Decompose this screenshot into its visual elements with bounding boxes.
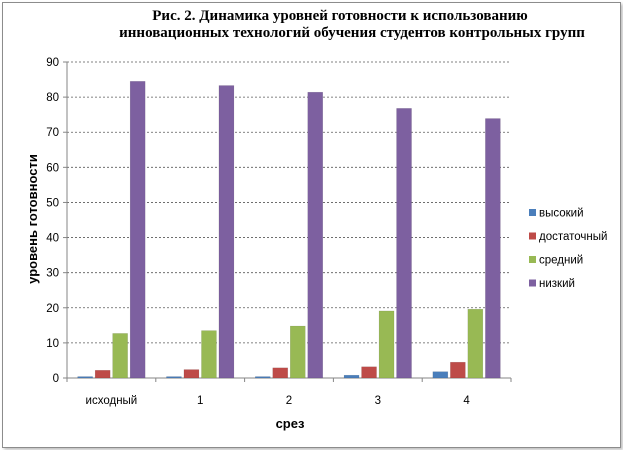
bar-средний-1 (201, 330, 217, 379)
y-tick-label: 30 (46, 268, 59, 280)
y-tick-label: 40 (46, 233, 59, 245)
chart-title-line-2: инновационных технологий обучения студен… (119, 25, 585, 41)
bar-низкий-2 (307, 91, 323, 379)
legend-swatch-низкий (529, 279, 536, 287)
legend-label: достаточный (539, 231, 607, 243)
legend-swatch-средний (529, 256, 536, 263)
x-tick-label: 1 (197, 395, 203, 407)
x-tick-label: 4 (463, 395, 470, 407)
y-tick-label: 50 (46, 197, 59, 209)
legend-label: высокий (539, 208, 584, 220)
bars (77, 81, 501, 379)
bar-низкий-1 (218, 85, 235, 379)
bar-средний-2 (290, 325, 306, 379)
bar-средний-3 (378, 310, 395, 379)
y-tick-label: 60 (46, 162, 59, 174)
bar-достаточный-исходный (94, 370, 111, 379)
bar-достаточный-3 (361, 366, 377, 379)
y-tick-label: 20 (46, 303, 59, 315)
bar-достаточный-2 (272, 367, 288, 379)
x-tick-label: 2 (286, 395, 292, 407)
y-tick-label: 0 (53, 373, 59, 385)
y-tick-label: 90 (46, 57, 59, 69)
legend-label: низкий (539, 278, 575, 290)
legend: высокий достаточный средний низкий (529, 208, 607, 290)
tick-labels: 0 10 20 30 40 50 60 70 80 90 исходный 1 2 3 4 (46, 57, 470, 407)
x-axis-title: срез (276, 416, 305, 431)
x-tick-label: исходный (86, 395, 138, 407)
legend-swatch-высокий (529, 209, 536, 216)
y-tick-label: 10 (46, 338, 59, 350)
bar-средний-исходный (112, 333, 128, 379)
bar-высокий-4 (432, 371, 449, 379)
bar-высокий-исходный (77, 376, 93, 379)
bar-высокий-3 (343, 374, 360, 379)
bar-низкий-4 (485, 118, 501, 379)
y-tick-label: 70 (46, 127, 59, 139)
bar-высокий-1 (166, 376, 182, 379)
legend-label: средний (539, 255, 583, 267)
bar-достаточный-1 (183, 369, 200, 379)
y-axis-title: уровень готовности (25, 154, 40, 284)
bar-средний-4 (467, 308, 484, 379)
chart-title-line-1: Рис. 2. Динамика уровней готовности к ис… (152, 8, 527, 24)
y-tick-label: 80 (46, 92, 59, 104)
bar-низкий-исходный (129, 81, 146, 379)
legend-swatch-достаточный (529, 232, 536, 240)
x-tick-label: 3 (375, 395, 381, 407)
bar-низкий-3 (396, 108, 412, 379)
bar-высокий-2 (255, 376, 271, 379)
bar-достаточный-4 (450, 361, 466, 379)
